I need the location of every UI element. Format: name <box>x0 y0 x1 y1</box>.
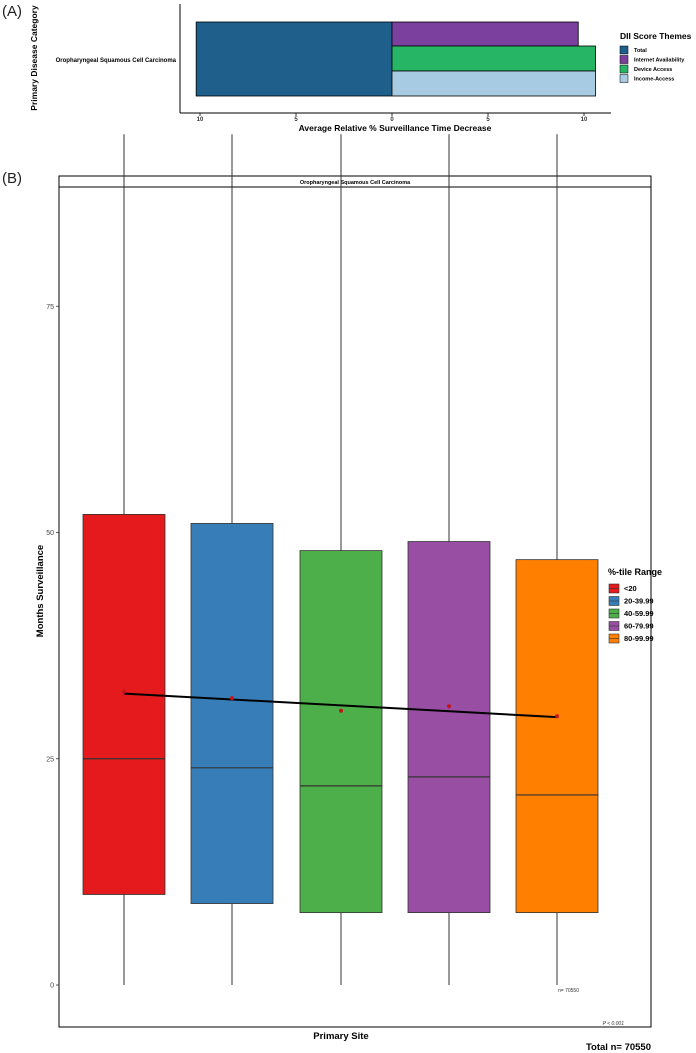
panel-b-boxes <box>82 134 599 985</box>
y-tick-label: 0 <box>50 983 54 990</box>
box-40-59-99 <box>299 134 383 985</box>
mean-markers <box>122 689 559 719</box>
facet-title: Oropharyngeal Squamous Cell Carcinoma <box>300 180 411 186</box>
panel-a-x-ticks: 10 5 0 5 10 <box>197 113 588 123</box>
x-tick-label: 0 <box>390 117 394 123</box>
x-tick-label: 10 <box>581 117 588 123</box>
box-60-79-99 <box>407 134 491 985</box>
plot-frame <box>58 186 652 1028</box>
legend-label-20: <20 <box>624 584 637 593</box>
legend-label-internet-availability: Internet Availability <box>634 58 685 64</box>
legend-label-total: Total <box>634 48 647 54</box>
legend-swatch-income-access <box>619 74 629 83</box>
box-iqr <box>190 523 274 904</box>
legend-label-80-99-99: 80-99.99 <box>624 634 654 643</box>
legend-label-40-59-99: 40-59.99 <box>624 609 654 618</box>
panel-b-label: (B) <box>2 170 22 187</box>
bar-device-access <box>391 45 596 72</box>
x-tick-label: 5 <box>486 117 490 123</box>
mean-point-60-79-99 <box>447 704 451 709</box>
panel-b-y-ticks: 0 25 50 75 <box>46 304 59 990</box>
box-20-39-99 <box>190 134 274 985</box>
box-iqr <box>515 559 599 914</box>
legend-label-income-access: Income-Access <box>634 77 674 83</box>
n-annotation: n= 70550 <box>558 988 579 994</box>
mean-point-20-39-99 <box>230 696 234 701</box>
panel-b-xlabel: Primary Site <box>313 1031 368 1042</box>
trend-line <box>123 692 558 719</box>
bar-income-access <box>391 70 596 97</box>
box-20 <box>82 134 166 985</box>
x-tick-label: 5 <box>294 117 298 123</box>
panel-a-legend: DII Score Themes Total Internet Availabil… <box>619 31 692 83</box>
mean-point-20 <box>122 689 126 694</box>
box-iqr <box>82 514 166 895</box>
legend-label-60-79-99: 60-79.99 <box>624 622 654 631</box>
y-tick-label: 25 <box>46 756 54 763</box>
legend-swatch-internet-availability <box>619 55 629 64</box>
mean-point-40-59-99 <box>339 708 343 713</box>
panel-b-chart: Oropharyngeal Squamous Cell Carcinoma Mo… <box>35 134 662 1053</box>
legend-swatch-total <box>619 45 629 55</box>
y-tick-label: 75 <box>46 304 54 311</box>
panel-a-category-label: Oropharyngeal Squamous Cell Carcinoma <box>56 58 177 64</box>
legend-swatch-device-access <box>619 64 629 74</box>
bar-total <box>195 21 393 97</box>
legend-label-20-39-99: 20-39.99 <box>624 597 654 606</box>
y-tick-label: 50 <box>46 530 54 537</box>
panel-a-xlabel: Average Relative % Surveillance Time Dec… <box>299 123 492 133</box>
box-iqr <box>407 541 491 913</box>
panel-b-ylabel: Months Surveillance <box>35 545 46 637</box>
box-iqr <box>299 550 383 913</box>
panel-b-legend-title: %-tile Range <box>608 567 662 577</box>
legend-label-device-access: Device Access <box>634 67 672 73</box>
panel-a-legend-title: DII Score Themes <box>620 31 692 41</box>
total-annotation: Total n= 70550 <box>586 1042 651 1053</box>
p-annotation: P < 0.001 <box>603 1021 625 1027</box>
panel-a-ylabel: Primary Disease Category <box>29 5 39 111</box>
mean-point-80-99-99 <box>555 714 559 719</box>
x-tick-label: 10 <box>197 117 204 123</box>
panel-a-label: (A) <box>2 3 22 20</box>
panel-b-legend: %-tile Range <20 20-39.99 40-59.99 60-79.99… <box>608 567 662 644</box>
panel-a-bars <box>195 21 596 97</box>
box-80-99-99 <box>515 134 599 985</box>
panel-a-chart: Primary Disease Category Oropharyngeal S… <box>29 4 692 133</box>
bar-internet-availability <box>391 21 579 47</box>
